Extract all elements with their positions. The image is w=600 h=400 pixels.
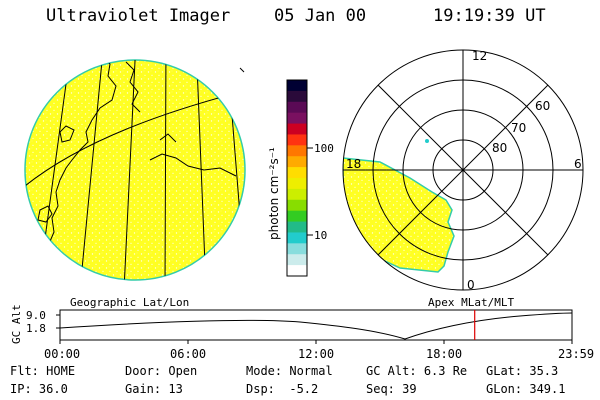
status-flight: Flt: HOME — [10, 364, 76, 378]
colorbar-frame — [286, 79, 308, 277]
status-glat: GLat: 35.3 — [486, 364, 559, 378]
date-label: 05 Jan 00 — [274, 6, 367, 26]
status-dsp: Dsp: -5.2 — [246, 382, 319, 396]
colorbar-unit-label: photon cm⁻²s⁻¹ — [267, 147, 281, 240]
colorbar-label-100: 100 — [314, 142, 334, 155]
colorbar-label-10: 10 — [314, 229, 327, 242]
colorbar-stripe — [287, 199, 307, 212]
mlt-label-6: 6 — [574, 157, 582, 171]
colorbar-stripe — [287, 178, 307, 190]
tick-mark — [239, 67, 245, 73]
mlt-line-diag-2 — [377, 84, 549, 256]
colorbar-stripe — [287, 134, 307, 146]
status-gc-alt: GC Alt: 6.3 Re — [366, 364, 468, 378]
time-tick-2: 12:00 — [298, 347, 335, 361]
status-mode: Mode: Normal — [246, 364, 333, 378]
lat-label-60: 60 — [535, 99, 550, 113]
altitude-plot-frame — [59, 309, 573, 341]
time-tick-0: 00:00 — [44, 347, 81, 361]
altitude-plot — [56, 309, 573, 344]
colorbar-stripe — [287, 188, 307, 201]
colorbar-stripe — [287, 167, 307, 179]
time-tick-1: 06:00 — [170, 347, 207, 361]
lat-label-70: 70 — [511, 121, 526, 135]
geographic-projection — [24, 59, 246, 281]
colorbar-stripe — [287, 254, 307, 266]
altitude-min-label: 1.8 — [26, 322, 46, 335]
status-ip: IP: 36.0 — [10, 382, 68, 396]
lat-label-80: 80 — [492, 141, 507, 155]
colorbar-stripe — [287, 243, 307, 255]
time-label: 19:19:39 UT — [433, 6, 546, 26]
colorbar-stripe — [287, 210, 307, 223]
altitude-axis-label: GC Alt — [10, 304, 23, 344]
altitude-max-label: 9.0 — [26, 309, 46, 322]
earth-disk — [24, 59, 246, 281]
colorbar-stripe — [287, 221, 307, 233]
mlt-label-12: 12 — [472, 49, 487, 63]
status-gain: Gain: 13 — [125, 382, 183, 396]
right-projection-label: Apex MLat/MLT — [428, 296, 515, 309]
mlt-label-0: 0 — [467, 278, 475, 292]
colorbar-stripe — [287, 112, 307, 125]
altitude-curve — [59, 312, 573, 340]
time-tick-3: 18:00 — [426, 347, 463, 361]
bright-spot — [425, 139, 429, 143]
status-door: Door: Open — [125, 364, 198, 378]
colorbar-stripe — [287, 90, 307, 103]
mlt-label-18: 18 — [346, 157, 361, 171]
colorbar-stripe — [287, 145, 307, 157]
colorbar-stripe — [287, 156, 307, 168]
auroral-oval — [343, 157, 455, 273]
status-seq: Seq: 39 — [366, 382, 417, 396]
colorbar-stripe — [287, 123, 307, 135]
colorbar-stripe — [287, 101, 307, 114]
instrument-title: Ultraviolet Imager — [46, 6, 231, 26]
left-projection-label: Geographic Lat/Lon — [70, 296, 190, 309]
colorbar-stripes — [287, 80, 307, 277]
colorbar-stripe — [287, 265, 307, 277]
polar-projection: 12 18 6 0 60 70 80 — [342, 49, 584, 292]
colorbar: 100 10 photon cm⁻²s⁻¹ — [267, 79, 334, 277]
colorbar-stripe — [287, 232, 307, 244]
colorbar-stripe — [287, 80, 307, 92]
status-glon: GLon: 349.1 — [486, 382, 566, 396]
time-tick-4: 23:59 — [558, 347, 595, 361]
